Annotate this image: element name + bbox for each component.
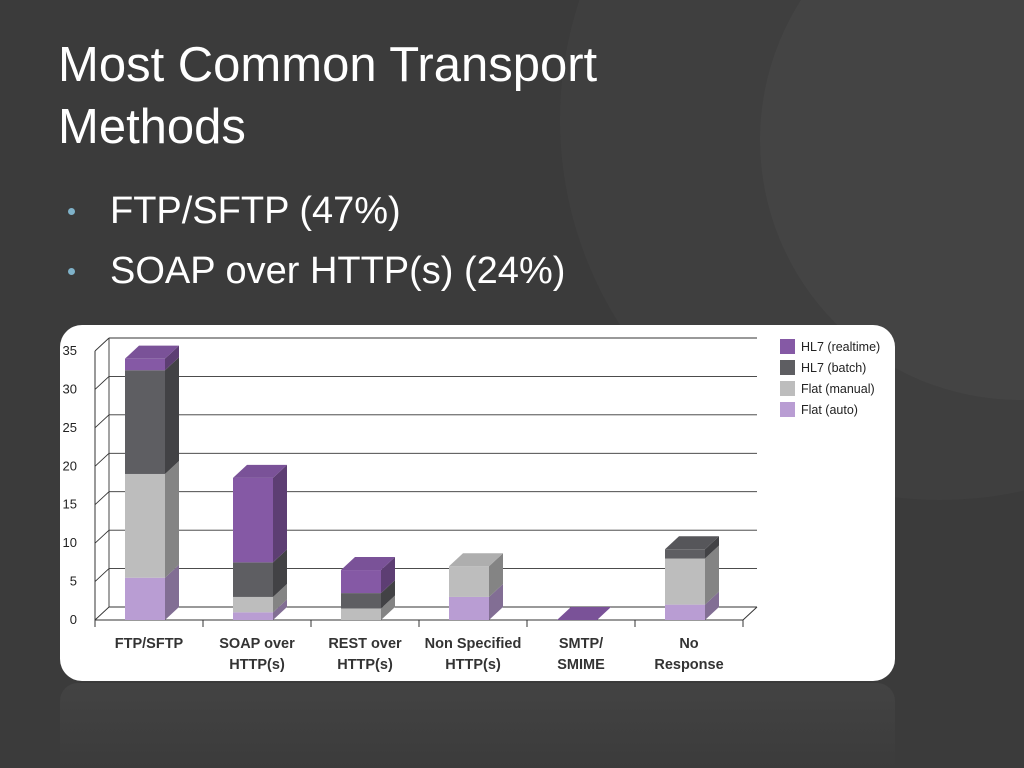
bar-top: [341, 557, 395, 571]
bar-segment: [125, 358, 165, 371]
bullet-text: FTP/SFTP (47%): [110, 190, 401, 232]
bar-top: [665, 536, 719, 550]
y-tick-label: 30: [63, 381, 77, 396]
bar-top: [449, 553, 503, 567]
x-tick-label: REST over: [328, 636, 402, 652]
x-tick-label: SOAP over: [219, 636, 295, 652]
bar-segment: [665, 549, 705, 559]
bar-top: [125, 345, 179, 359]
chart-reflection: [60, 683, 895, 768]
bar-segment: [233, 596, 273, 613]
x-tick-label: FTP/SFTP: [115, 636, 184, 652]
y-tick-label: 15: [63, 497, 77, 512]
bar-top: [557, 607, 611, 620]
bullet-dot-icon: [68, 268, 75, 275]
bar-segment: [233, 612, 273, 620]
bar-segment: [233, 477, 273, 563]
bullet-dot-icon: [68, 208, 75, 215]
bar-segment-side: [165, 345, 179, 371]
bar-segment-side: [705, 591, 719, 620]
y-tick-label: 25: [63, 420, 77, 435]
bar-segment-side: [273, 464, 287, 563]
legend-swatch: [780, 402, 795, 417]
bar-segment: [341, 608, 381, 620]
bar-segment-side: [165, 357, 179, 474]
legend-swatch: [780, 339, 795, 354]
gridline-side: [94, 376, 110, 390]
x-tick-label: SMTP/: [559, 636, 603, 652]
bar-segment-side: [165, 460, 179, 578]
legend-swatch: [780, 360, 795, 375]
gridline-side: [94, 491, 110, 506]
x-tick-label: HTTP(s): [337, 657, 393, 673]
floor-edge: [742, 606, 758, 621]
gridline-side: [94, 414, 110, 429]
bullet-text: SOAP over HTTP(s) (24%): [110, 250, 566, 292]
x-tick-label: SMIME: [557, 657, 605, 673]
bar-segment-side: [705, 536, 719, 559]
x-tick-label: No: [679, 636, 698, 652]
x-tick-label: Response: [654, 657, 723, 673]
y-tick-label: 20: [63, 458, 77, 473]
bar-segment-side: [381, 557, 395, 594]
bar-segment: [449, 596, 489, 620]
legend-label: HL7 (realtime): [801, 340, 880, 354]
bar-segment: [449, 566, 489, 597]
bullet-list: FTP/SFTP (47%) SOAP over HTTP(s) (24%): [68, 186, 565, 306]
gridline-side: [94, 529, 110, 544]
bar-segment-side: [381, 595, 395, 620]
y-tick-label: 5: [70, 574, 77, 589]
y-tick-label: 10: [63, 535, 77, 550]
legend-label: Flat (manual): [801, 382, 875, 396]
bar-segment-side: [381, 580, 395, 609]
stacked-bar-chart: 0 5 10 15 20 25 30 35 FTP/SFTP SOAP over HTTP(s) RE…: [63, 337, 880, 673]
bar-segment: [125, 473, 165, 578]
bar-segment-side: [273, 599, 287, 620]
bar-segment: [341, 593, 381, 609]
bar-segment: [665, 558, 705, 605]
gridline-side: [94, 452, 110, 467]
bullet-item: FTP/SFTP (47%): [68, 186, 565, 246]
bar-segment-side: [273, 549, 287, 597]
x-tick-label: HTTP(s): [229, 657, 285, 673]
x-tick-label: Non Specified: [425, 636, 522, 652]
bar-segment-side: [705, 545, 719, 605]
legend-label: HL7 (batch): [801, 361, 866, 375]
slide-title: Most Common Transport Methods: [58, 38, 598, 154]
bar-segment-side: [273, 583, 287, 613]
bar-segment: [125, 370, 165, 474]
y-tick-label: 0: [70, 612, 77, 627]
y-tick-label: 35: [63, 343, 77, 358]
bar-top: [233, 464, 287, 478]
bar-segment: [665, 604, 705, 620]
x-tick-label: HTTP(s): [445, 657, 501, 673]
legend-label: Flat (auto): [801, 403, 858, 417]
bullet-item: SOAP over HTTP(s) (24%): [68, 246, 565, 306]
bar-segment: [233, 562, 273, 597]
gridline-side: [94, 568, 110, 582]
bar-segment-side: [489, 553, 503, 597]
gridline-side: [94, 606, 110, 621]
gridline-side: [94, 337, 110, 352]
legend-swatch: [780, 381, 795, 396]
bar-segment: [341, 570, 381, 594]
chart-card: 0 5 10 15 20 25 30 35 FTP/SFTP SOAP over HTTP(s) RE…: [60, 325, 895, 681]
bar-segment: [125, 577, 165, 620]
bar-segment-side: [165, 564, 179, 620]
bar-segment-side: [489, 583, 503, 620]
